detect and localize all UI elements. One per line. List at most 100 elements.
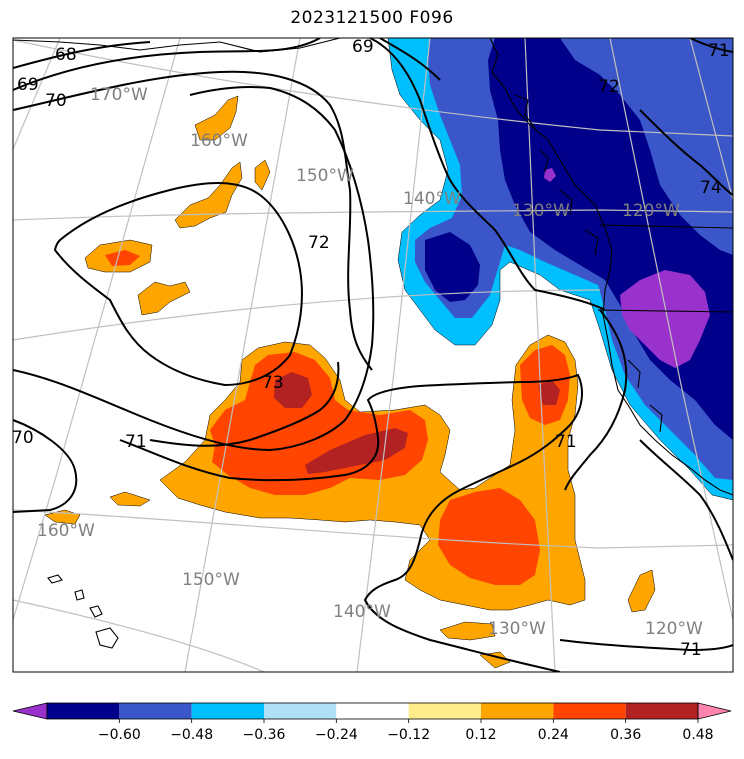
shade-neg-purple [620,270,710,368]
contour-label-73: 73 [262,373,284,393]
meridian-150w [184,38,301,672]
contour-label-71-se: 71 [680,640,702,660]
colorbar-swatch [336,703,409,719]
meridian-110w [689,38,733,201]
colorbar-tick-label: −0.24 [315,727,358,743]
meridian-120w [609,38,733,621]
contour-69-ne [379,38,441,81]
shade-pos-darkred-3 [538,380,560,405]
shade-pos-orange-w2 [109,491,151,507]
shade-pos-orange-nw-2 [174,161,243,229]
lon-label-bottom-160w: 160°W [37,521,95,541]
colorbar-tick-label: 0.48 [682,727,713,743]
contour-label-74: 74 [700,178,722,198]
colorbar-tick-label: 0.24 [538,727,569,743]
meridian-140w [356,38,431,672]
lon-label-bottom-120w: 120°W [645,619,703,639]
contour-71-south [119,373,583,672]
colorbar-outline [46,702,699,720]
contour-70-south [13,419,78,513]
contour-low-ring [53,182,303,387]
colorbar-swatch [553,703,626,719]
contour-label-68: 68 [55,45,77,65]
shade-pos-red-nw-3 [105,250,140,266]
map-panel: 68 69 69 70 70 71 71 71 71 72 72 73 74 1… [12,37,733,672]
contour-70-north [13,70,373,371]
colorbar-tick-label: 0.36 [610,727,641,743]
contour-label-69-left: 69 [17,75,39,95]
shade-neg-dark-blue-south [425,232,480,302]
meridian-170w [13,38,61,151]
longitude-label-group: 170°W 160°W 150°W 140°W 130°W 120°W 160°… [37,85,703,639]
colorbar-tick-label: −0.48 [170,727,213,743]
coast-canada-islands [514,94,663,433]
contour-71-ne-lower [564,309,628,491]
coastlines [13,38,733,649]
coast-hawaii-3 [89,605,103,618]
contour-label-72-left: 72 [308,233,330,253]
contour-label-72-top: 72 [598,77,620,97]
contour-label-70-left: 70 [12,428,34,448]
colorbar-tick-label: −0.36 [243,727,286,743]
shade-pos-orange-nw-1 [194,95,239,141]
coast-north-america [489,38,733,496]
parallel-south [13,509,733,549]
contour-label-71-center: 71 [555,432,577,452]
meridian-160w [13,38,181,621]
shade-pos-darkred-2 [305,428,408,474]
contour-68 [13,41,151,69]
coast-hawaii-2 [74,589,85,601]
contour-72 [369,38,606,311]
contour-71-se [559,639,733,652]
colorbar-swatch [119,703,192,719]
colorbar-tick-label: 0.12 [465,727,496,743]
lon-label-bottom-150w: 150°W [182,570,240,590]
colorbar-tick-label: −0.60 [98,727,141,743]
colorbar-extend-low [12,702,48,720]
lon-label-top-150w: 150°W [296,166,354,186]
lon-label-bottom-130w: 130°W [488,619,546,639]
lon-label-top-140w: 140°W [403,189,461,209]
meridian-130w [524,38,556,672]
lon-label-top-170w: 170°W [90,85,148,105]
map-frame [12,37,734,673]
colorbar-swatch [191,703,264,719]
contour-74 [639,109,733,196]
shade-neg-purple-small [544,168,556,182]
contour-label-69-top: 69 [352,37,374,57]
colorbar-swatch [264,703,337,719]
shade-pos-orange-se-2 [439,621,496,641]
shade-pos-orange-nw-5 [254,159,271,191]
contour-69-nw [13,38,321,91]
contour-71-ne-top [689,38,733,53]
lon-label-top-120w: 120°W [622,201,680,221]
shade-pos-darkred-1 [274,372,312,408]
colorbar-extend-high [697,702,732,720]
shade-pos-orange-nw-4 [137,281,191,316]
parallel-north [13,39,733,137]
contour-label-71-ne: 71 [708,41,730,61]
lon-label-bottom-140w: 140°W [333,602,391,622]
contour-east-lobe [639,439,733,561]
shade-pos-orange-se-1 [627,569,656,613]
contour-label-group: 68 69 69 70 70 71 71 71 71 72 72 73 74 [12,37,730,660]
colorbar-swatch [408,703,481,719]
contour-label-71-left: 71 [125,432,147,452]
parallel-far-south [13,599,266,672]
lon-label-top-130w: 130°W [512,201,570,221]
colorbar-swatch [47,703,120,719]
lon-label-top-160w: 160°W [190,131,248,151]
geopotential-contours [13,38,733,672]
contour-71-center [13,86,375,452]
colorbar: −0.60 −0.48 −0.36 −0.24 −0.12 0.12 0.24 0.36 0.4… [12,702,732,743]
contour-73 [149,361,340,447]
shade-pos-orange-se-3 [479,651,511,669]
coast-hawaii-4 [95,627,119,649]
contour-label-70-top: 70 [45,91,67,111]
colorbar-tick-label: −0.12 [387,727,430,743]
coast-hawaii-1 [47,574,63,584]
colorbar-swatch [625,703,698,719]
figure-title: 2023121500 F096 [290,8,454,28]
shade-pos-red-south [438,488,540,585]
